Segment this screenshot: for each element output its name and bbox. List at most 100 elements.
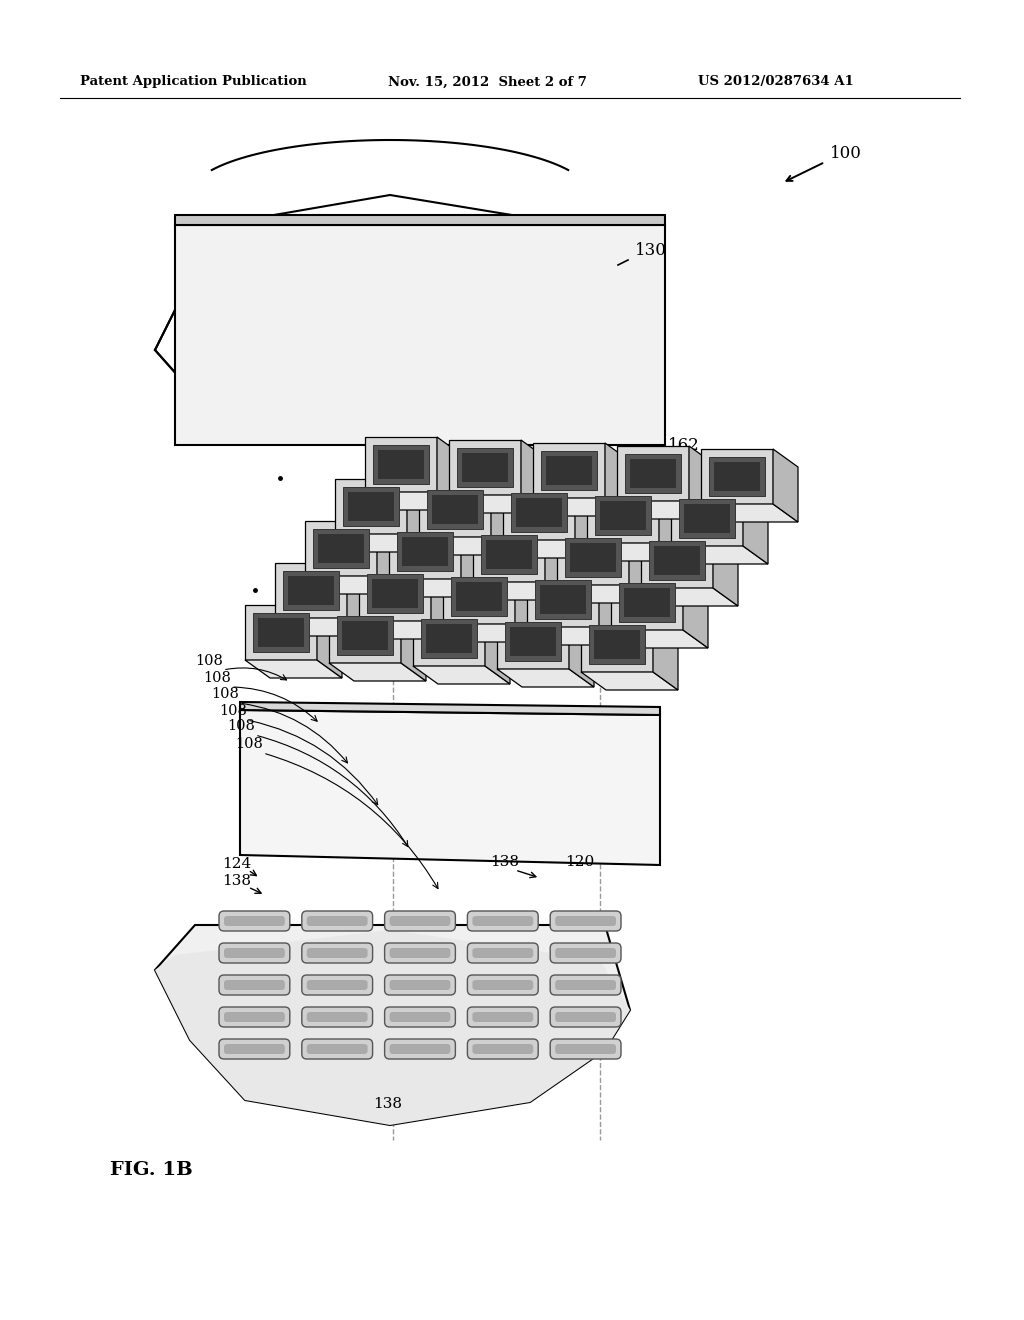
FancyBboxPatch shape: [467, 1007, 539, 1027]
FancyBboxPatch shape: [385, 1007, 456, 1027]
Polygon shape: [365, 492, 462, 510]
Polygon shape: [569, 614, 594, 686]
Polygon shape: [419, 482, 490, 537]
Polygon shape: [427, 490, 483, 529]
Polygon shape: [449, 495, 546, 513]
Polygon shape: [275, 618, 372, 636]
Polygon shape: [335, 479, 407, 535]
Polygon shape: [595, 496, 651, 535]
Polygon shape: [617, 502, 714, 519]
Polygon shape: [490, 482, 516, 554]
Polygon shape: [372, 579, 418, 609]
FancyBboxPatch shape: [307, 979, 368, 990]
Polygon shape: [575, 484, 600, 558]
Polygon shape: [313, 529, 369, 568]
Text: 108: 108: [203, 671, 230, 685]
Polygon shape: [653, 616, 678, 690]
FancyBboxPatch shape: [389, 1044, 451, 1053]
Polygon shape: [389, 524, 461, 579]
Text: 108: 108: [211, 686, 239, 701]
Polygon shape: [401, 609, 426, 681]
Polygon shape: [773, 449, 798, 521]
Text: 108: 108: [195, 653, 223, 668]
Polygon shape: [545, 527, 570, 601]
Polygon shape: [534, 444, 605, 498]
Polygon shape: [481, 535, 537, 574]
Polygon shape: [288, 576, 334, 605]
Text: 138: 138: [222, 874, 251, 888]
FancyBboxPatch shape: [224, 916, 285, 927]
Polygon shape: [511, 492, 567, 532]
FancyBboxPatch shape: [385, 975, 456, 995]
FancyBboxPatch shape: [467, 1039, 539, 1059]
Polygon shape: [535, 579, 591, 619]
Polygon shape: [461, 524, 486, 597]
FancyBboxPatch shape: [550, 1007, 621, 1027]
FancyBboxPatch shape: [385, 942, 456, 964]
Polygon shape: [317, 605, 342, 678]
Polygon shape: [570, 543, 616, 572]
Polygon shape: [240, 710, 660, 865]
Polygon shape: [515, 569, 540, 642]
Polygon shape: [365, 437, 437, 492]
Polygon shape: [683, 576, 708, 648]
FancyBboxPatch shape: [219, 1039, 290, 1059]
Polygon shape: [557, 585, 654, 603]
FancyBboxPatch shape: [385, 1039, 456, 1059]
FancyBboxPatch shape: [555, 948, 616, 958]
FancyBboxPatch shape: [550, 1039, 621, 1059]
FancyBboxPatch shape: [302, 975, 373, 995]
Polygon shape: [581, 616, 653, 672]
Polygon shape: [359, 620, 456, 639]
Polygon shape: [421, 619, 477, 657]
Text: US 2012/0287634 A1: US 2012/0287634 A1: [698, 75, 854, 88]
Polygon shape: [527, 627, 624, 645]
Polygon shape: [407, 479, 432, 552]
Polygon shape: [443, 569, 515, 624]
Polygon shape: [605, 444, 630, 516]
Polygon shape: [671, 491, 743, 546]
Polygon shape: [175, 215, 665, 224]
Polygon shape: [527, 572, 599, 627]
Polygon shape: [335, 535, 432, 552]
FancyBboxPatch shape: [389, 916, 451, 927]
Polygon shape: [625, 454, 681, 492]
Polygon shape: [155, 931, 630, 1125]
Polygon shape: [397, 532, 453, 572]
FancyBboxPatch shape: [472, 948, 534, 958]
Polygon shape: [258, 618, 304, 647]
Polygon shape: [389, 579, 486, 597]
FancyBboxPatch shape: [302, 1007, 373, 1027]
Text: 138: 138: [490, 855, 519, 869]
Polygon shape: [546, 455, 592, 484]
Polygon shape: [329, 609, 401, 663]
Polygon shape: [611, 576, 683, 630]
FancyBboxPatch shape: [555, 916, 616, 927]
Text: 108: 108: [219, 704, 247, 718]
FancyBboxPatch shape: [224, 1044, 285, 1053]
Polygon shape: [402, 537, 449, 566]
Polygon shape: [557, 531, 629, 585]
Polygon shape: [540, 585, 586, 614]
Polygon shape: [359, 566, 431, 620]
FancyBboxPatch shape: [219, 975, 290, 995]
Polygon shape: [305, 521, 377, 576]
Polygon shape: [534, 498, 630, 516]
FancyBboxPatch shape: [307, 1044, 368, 1053]
Polygon shape: [462, 453, 508, 482]
Polygon shape: [587, 543, 684, 561]
FancyBboxPatch shape: [307, 1012, 368, 1022]
Polygon shape: [253, 612, 309, 652]
FancyBboxPatch shape: [302, 942, 373, 964]
Polygon shape: [521, 440, 546, 513]
Text: 108: 108: [227, 719, 255, 733]
FancyBboxPatch shape: [555, 1012, 616, 1022]
Polygon shape: [516, 498, 562, 527]
FancyBboxPatch shape: [555, 1044, 616, 1053]
Polygon shape: [367, 574, 423, 612]
FancyBboxPatch shape: [224, 948, 285, 958]
Polygon shape: [581, 672, 678, 690]
Polygon shape: [245, 660, 342, 678]
Polygon shape: [473, 582, 570, 601]
Polygon shape: [714, 462, 760, 491]
